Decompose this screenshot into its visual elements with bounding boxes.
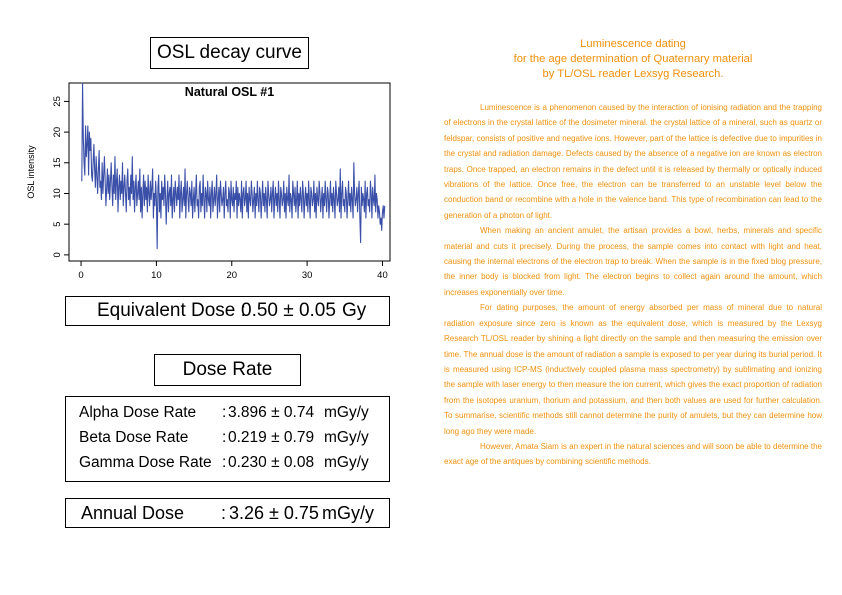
- description-paragraph: Luminescence is a phenomenon caused by t…: [444, 103, 822, 220]
- dose-rate-unit: mGy/y: [324, 454, 369, 471]
- description-paragraph: For dating purposes, the amount of energ…: [444, 303, 822, 436]
- dose-rate-label: Beta Dose Rate: [79, 429, 189, 446]
- annual-dose-value: 3.26 ± 0.75: [229, 503, 319, 523]
- y-tick-label: 0: [52, 252, 63, 257]
- dose-rate-colon: :: [222, 429, 227, 446]
- osl-chart: Natural OSL #1 OSL intensity 0 5 10 15 20 25 0 10…: [26, 82, 391, 281]
- annual-dose-label: Annual Dose: [81, 503, 185, 523]
- dose-rate-value: 3.896 ± 0.74: [228, 404, 315, 421]
- dose-rate-box: Alpha Dose Rate : 3.896 ± 0.74 mGy/y Bet…: [65, 396, 390, 482]
- x-tick-label: 20: [226, 270, 237, 281]
- series-line: [81, 82, 386, 250]
- y-tick-label: 20: [52, 127, 63, 138]
- beta-dose-rate-row: Beta Dose Rate : 0.219 ± 0.79 mGy/y: [66, 429, 389, 453]
- dose-rate-unit: mGy/y: [324, 404, 369, 421]
- y-tick-label: 15: [52, 158, 63, 169]
- plot-frame: [68, 82, 391, 262]
- x-tick-label: 0: [78, 270, 83, 281]
- equivalent-dose-unit: Gy: [342, 300, 367, 321]
- dose-rate-label: Alpha Dose Rate: [79, 404, 197, 421]
- description-heading: Luminescence dating for the age determin…: [444, 37, 822, 82]
- heading-line: Luminescence dating: [580, 38, 686, 50]
- gamma-dose-rate-row: Gamma Dose Rate : 0.230 ± 0.08 mGy/y: [66, 454, 389, 478]
- dose-rate-value: 0.219 ± 0.79: [228, 429, 315, 446]
- osl-decay-curve-title: OSL decay curve: [150, 37, 309, 69]
- dose-rate-colon: :: [222, 404, 227, 421]
- dose-rate-unit: mGy/y: [324, 429, 369, 446]
- x-tick-label: 40: [377, 270, 388, 281]
- dose-rate-title: Dose Rate: [154, 354, 301, 386]
- heading-line: by TL/OSL reader Lexsyg Research.: [542, 68, 724, 80]
- equivalent-dose-value: 0.50 ± 0.05: [241, 300, 336, 321]
- heading-line: for the age determination of Quaternary …: [513, 53, 753, 65]
- equivalent-dose-box: Equivalent Dose : 0.50 ± 0.05 Gy: [65, 296, 390, 326]
- x-tick-label: 30: [302, 270, 313, 281]
- y-tick-label: 5: [52, 222, 63, 227]
- y-tick-label: 25: [52, 96, 63, 107]
- y-tick-label: 10: [52, 188, 63, 199]
- dose-rate-colon: :: [222, 454, 227, 471]
- description-paragraph: When making an ancient amulet, the artis…: [444, 226, 822, 297]
- annual-dose-colon: :: [221, 503, 227, 523]
- x-tick-label: 10: [151, 270, 162, 281]
- annual-dose-box: Annual Dose : 3.26 ± 0.75 mGy/y: [65, 498, 390, 528]
- dose-rate-label: Gamma Dose Rate: [79, 454, 212, 471]
- y-axis-label: OSL intensity: [26, 145, 36, 199]
- equivalent-dose-label: Equivalent Dose :: [97, 300, 246, 321]
- chart-title: Natural OSL #1: [185, 85, 274, 99]
- dose-rate-title-text: Dose Rate: [182, 359, 273, 380]
- dose-rate-value: 0.230 ± 0.08: [228, 454, 315, 471]
- annual-dose-unit: mGy/y: [322, 503, 374, 523]
- description-paragraph: However, Amata Siam is an expert in the …: [444, 441, 822, 467]
- osl-decay-curve-title-text: OSL decay curve: [156, 42, 303, 63]
- alpha-dose-rate-row: Alpha Dose Rate : 3.896 ± 0.74 mGy/y: [66, 404, 389, 428]
- description-column: Luminescence dating for the age determin…: [444, 37, 822, 470]
